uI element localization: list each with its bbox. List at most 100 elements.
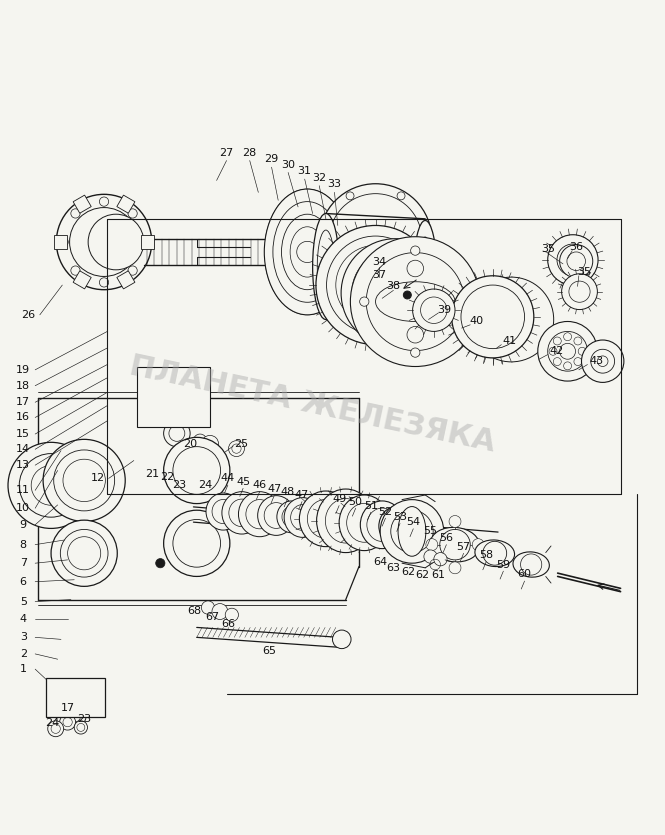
Circle shape — [560, 245, 593, 278]
Circle shape — [548, 331, 587, 371]
Circle shape — [341, 239, 450, 347]
Ellipse shape — [475, 540, 515, 567]
Text: 51: 51 — [364, 500, 378, 510]
Circle shape — [225, 608, 239, 621]
Circle shape — [472, 539, 484, 550]
Circle shape — [297, 241, 318, 262]
Text: 25: 25 — [234, 439, 248, 449]
Circle shape — [51, 520, 117, 586]
Ellipse shape — [414, 220, 437, 323]
Ellipse shape — [379, 506, 416, 546]
Circle shape — [212, 604, 228, 620]
Text: 47: 47 — [295, 490, 309, 500]
Text: 1: 1 — [20, 664, 27, 674]
Circle shape — [57, 195, 152, 290]
Circle shape — [54, 700, 66, 711]
Circle shape — [201, 435, 219, 453]
Text: 65: 65 — [263, 645, 277, 655]
Circle shape — [574, 337, 582, 345]
Circle shape — [48, 721, 64, 736]
Ellipse shape — [273, 201, 342, 302]
Ellipse shape — [407, 261, 424, 276]
Circle shape — [591, 349, 614, 373]
Text: 9: 9 — [20, 519, 27, 529]
Text: 39: 39 — [437, 306, 451, 316]
Circle shape — [173, 447, 221, 494]
Ellipse shape — [281, 215, 333, 290]
Circle shape — [71, 209, 80, 218]
Text: 46: 46 — [253, 480, 267, 490]
Circle shape — [412, 289, 455, 331]
Text: 61: 61 — [432, 570, 446, 580]
Text: 64: 64 — [373, 557, 387, 567]
Circle shape — [549, 347, 557, 355]
Circle shape — [420, 297, 447, 323]
Ellipse shape — [400, 515, 422, 539]
Text: 47: 47 — [267, 484, 281, 494]
Circle shape — [70, 208, 138, 276]
FancyBboxPatch shape — [137, 367, 210, 428]
Text: 35: 35 — [577, 267, 591, 277]
Ellipse shape — [407, 326, 424, 343]
Text: 17: 17 — [16, 397, 31, 407]
Circle shape — [54, 450, 114, 511]
Bar — [73, 271, 91, 289]
Ellipse shape — [346, 504, 382, 542]
Circle shape — [569, 281, 590, 302]
Ellipse shape — [367, 508, 398, 541]
Ellipse shape — [222, 492, 261, 534]
Circle shape — [164, 510, 230, 576]
Circle shape — [391, 510, 433, 553]
Circle shape — [146, 410, 158, 423]
Circle shape — [164, 438, 230, 504]
Text: 20: 20 — [183, 439, 198, 449]
Circle shape — [164, 420, 190, 447]
Circle shape — [332, 630, 351, 649]
Text: 37: 37 — [372, 270, 386, 280]
Circle shape — [422, 236, 430, 244]
Bar — [117, 195, 135, 213]
Text: 50: 50 — [348, 497, 362, 507]
Circle shape — [59, 237, 68, 246]
Ellipse shape — [513, 552, 549, 577]
Text: 62: 62 — [402, 567, 416, 577]
Circle shape — [426, 539, 438, 550]
Circle shape — [156, 559, 165, 568]
Text: 62: 62 — [415, 570, 429, 580]
Bar — [54, 235, 67, 249]
Circle shape — [449, 562, 461, 574]
Text: 22: 22 — [160, 472, 174, 482]
Circle shape — [553, 337, 561, 345]
Ellipse shape — [264, 503, 288, 529]
Text: 2: 2 — [20, 649, 27, 659]
Circle shape — [329, 194, 422, 286]
Circle shape — [169, 426, 185, 442]
Text: 57: 57 — [457, 542, 471, 552]
Ellipse shape — [282, 507, 301, 527]
Ellipse shape — [229, 499, 255, 527]
Circle shape — [346, 281, 354, 288]
Text: 53: 53 — [393, 512, 407, 522]
Circle shape — [68, 709, 81, 722]
Text: 13: 13 — [16, 460, 30, 470]
Circle shape — [440, 529, 470, 560]
Circle shape — [562, 274, 597, 310]
Text: 27: 27 — [219, 148, 233, 158]
Text: 36: 36 — [569, 241, 583, 251]
Text: 6: 6 — [20, 577, 27, 587]
Text: 24: 24 — [45, 718, 59, 728]
Ellipse shape — [395, 510, 426, 544]
Circle shape — [78, 700, 90, 711]
Text: 52: 52 — [378, 507, 392, 517]
Circle shape — [90, 227, 118, 256]
Ellipse shape — [246, 499, 273, 529]
Circle shape — [411, 246, 420, 256]
Circle shape — [560, 343, 575, 359]
Circle shape — [346, 192, 354, 200]
Circle shape — [538, 321, 597, 381]
Circle shape — [360, 297, 369, 306]
Text: 23: 23 — [77, 714, 91, 724]
Text: 23: 23 — [172, 480, 186, 490]
Text: 10: 10 — [16, 504, 30, 514]
Circle shape — [54, 685, 66, 696]
